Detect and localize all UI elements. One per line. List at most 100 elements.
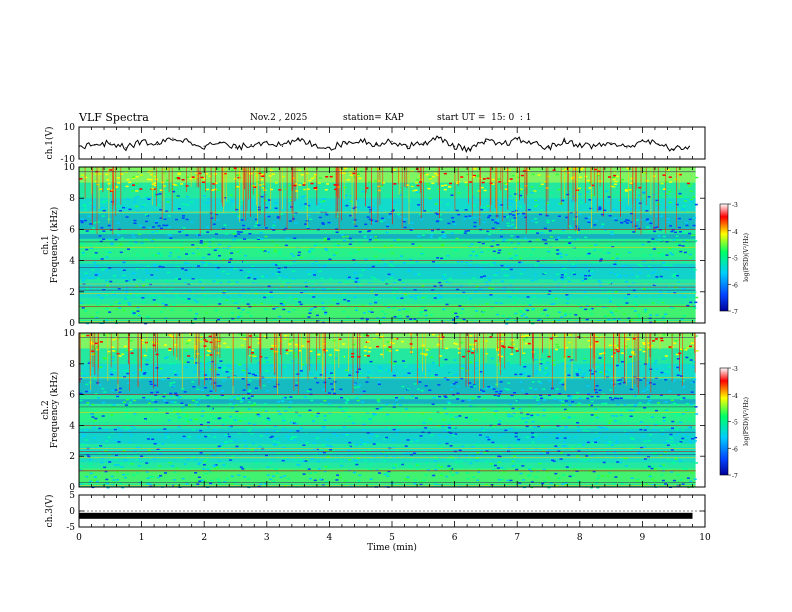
spectrogram-pixel — [485, 238, 489, 240]
spectrogram-pixel — [224, 233, 228, 235]
spectrogram-pixel — [81, 287, 85, 289]
spectrogram-pixel — [481, 261, 485, 263]
spectrogram-pixel — [284, 227, 288, 230]
spectrogram-pixel — [545, 373, 549, 375]
spectrogram-pixel — [251, 352, 254, 354]
spectrogram-pixel — [373, 455, 377, 458]
spectrogram-pixel — [586, 191, 590, 193]
spectrogram-pixel — [127, 248, 130, 250]
spectrogram-pixel — [535, 221, 539, 224]
spectrogram-pixel — [398, 463, 402, 465]
spectrogram-pixel — [118, 268, 122, 270]
spectrogram-pixel — [453, 432, 457, 435]
spectrogram-pixel — [151, 476, 155, 478]
spectrogram-pixel — [80, 218, 84, 220]
spectrogram-pixel — [401, 397, 404, 399]
spectrogram-pixel — [385, 231, 389, 234]
spectrogram-pixel — [451, 409, 455, 411]
spectrogram-pixel — [469, 335, 473, 337]
spectrogram-pixel — [338, 476, 342, 479]
spectrogram-pixel — [173, 184, 177, 186]
spectrogram-pixel — [469, 405, 473, 407]
spectrogram-pixel — [204, 435, 208, 438]
spectrogram-pixel — [108, 238, 112, 240]
spectrogram-pixel — [153, 265, 157, 267]
spectrogram-pixel — [335, 252, 338, 254]
spectrogram-pixel — [488, 277, 492, 279]
spectrogram-pixel — [542, 409, 546, 411]
spectrogram-pixel — [216, 281, 220, 284]
spectrogram-pixel — [672, 380, 676, 382]
spectrogram-pixel — [607, 291, 611, 293]
spectrogram-pixel — [423, 279, 427, 281]
spectrogram-pixel — [117, 302, 121, 305]
spectrogram-pixel — [573, 468, 577, 471]
spectrogram-pixel — [319, 374, 323, 376]
spectrogram-pixel — [190, 221, 194, 223]
spectrogram-pixel — [283, 396, 287, 399]
spectrogram-pixel — [645, 388, 649, 390]
spectrogram-pixel — [635, 199, 639, 201]
spectrogram-pixel — [666, 268, 669, 270]
spectrogram-pixel — [233, 267, 237, 270]
spectrogram-pixel — [493, 414, 497, 417]
spectrogram-pixel — [481, 393, 485, 395]
spectrogram-pixel — [90, 316, 94, 318]
spectrogram-pixel — [216, 339, 220, 342]
spectrogram-pixel — [502, 468, 506, 471]
spectrogram-pixel — [144, 322, 148, 325]
spectrogram-pixel — [126, 178, 130, 181]
spectrogram-pixel — [255, 412, 258, 414]
spectrogram-pixel — [274, 443, 278, 446]
spectrogram-pixel — [196, 339, 200, 341]
spectrogram-pixel — [681, 413, 685, 415]
spectrogram-pixel — [513, 455, 517, 457]
spectrogram-pixel — [260, 195, 264, 198]
spectrogram-pixel — [593, 376, 597, 378]
spectrogram-pixel — [358, 372, 362, 375]
spectrogram-pixel — [82, 375, 86, 377]
spectrogram-pixel — [529, 387, 533, 389]
spectrogram-pixel — [272, 443, 276, 446]
spectrogram-pixel — [548, 290, 552, 292]
spectrogram-pixel — [526, 309, 530, 312]
spectrogram-pixel — [222, 293, 226, 296]
spectrogram-pixel — [664, 265, 668, 268]
spectrogram-pixel — [282, 422, 286, 425]
spectrogram-pixel — [448, 185, 451, 188]
spectrogram-pixel — [521, 339, 525, 341]
spectrogram-pixel — [443, 378, 447, 380]
spectrogram-pixel — [616, 347, 620, 349]
spectrogram-pixel — [263, 360, 266, 362]
spectrogram-pixel — [437, 294, 441, 296]
spectrogram-pixel — [458, 305, 462, 307]
spectrogram-pixel — [606, 453, 610, 455]
spectrogram-pixel — [616, 304, 620, 307]
spectrogram-pixel — [321, 426, 325, 428]
spectrogram-pixel — [122, 274, 126, 277]
spectrogram-pixel — [335, 231, 339, 233]
spectrogram-pixel — [694, 406, 698, 408]
spectrogram-pixel — [292, 270, 296, 272]
spectrogram-pixel — [547, 449, 551, 451]
spectrogram-pixel — [646, 402, 650, 405]
spectrogram-pixel — [203, 374, 207, 376]
spectrogram-pixel — [423, 210, 427, 212]
spectrogram-pixel — [102, 357, 106, 359]
spectrogram-pixel — [342, 236, 346, 238]
spectrogram-pixel — [377, 400, 381, 403]
spectrogram-pixel — [566, 298, 570, 300]
spectrogram-pixel — [380, 310, 384, 313]
spectrogram-pixel — [386, 195, 390, 197]
spectrogram-pixel — [584, 308, 588, 311]
spectrogram-pixel — [84, 272, 88, 275]
spectrogram-pixel — [248, 233, 252, 235]
spectrogram-pixel — [198, 480, 202, 482]
spectrogram-pixel — [629, 415, 633, 417]
spectrogram-pixel — [615, 257, 619, 260]
spectrogram-pixel — [100, 269, 104, 271]
spectrogram-pixel — [414, 397, 418, 399]
spectrogram-pixel — [486, 205, 490, 207]
spectrogram-pixel — [254, 374, 257, 377]
spectrogram-pixel — [602, 352, 606, 354]
